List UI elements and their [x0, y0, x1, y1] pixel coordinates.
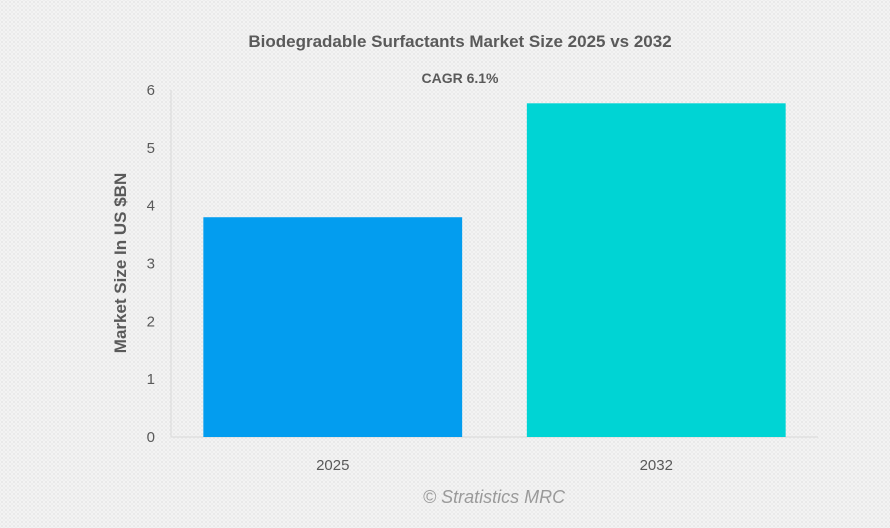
- x-tick-labels: 2025 2032: [316, 457, 673, 474]
- y-tick-label: 2: [147, 313, 155, 330]
- y-tick-label: 3: [147, 256, 155, 273]
- chart-subtitle: CAGR 6.1%: [421, 70, 499, 86]
- bar-2025: [203, 217, 463, 437]
- y-tick-label: 4: [147, 198, 155, 215]
- y-tick-labels: 0 1 2 3 4 5 6: [147, 82, 155, 446]
- bar-2032: [526, 103, 786, 437]
- y-tick-label: 5: [147, 140, 155, 157]
- bars: [203, 103, 786, 437]
- y-tick-label: 0: [147, 429, 155, 446]
- y-axis-label: Market Size In US $BN: [111, 173, 130, 353]
- y-tick-label: 6: [147, 82, 155, 99]
- x-tick-label: 2032: [640, 457, 673, 474]
- x-tick-label: 2025: [316, 457, 349, 474]
- y-tick-label: 1: [147, 371, 155, 388]
- watermark-text: © Stratistics MRC: [423, 487, 566, 507]
- chart-title: Biodegradable Surfactants Market Size 20…: [248, 32, 671, 51]
